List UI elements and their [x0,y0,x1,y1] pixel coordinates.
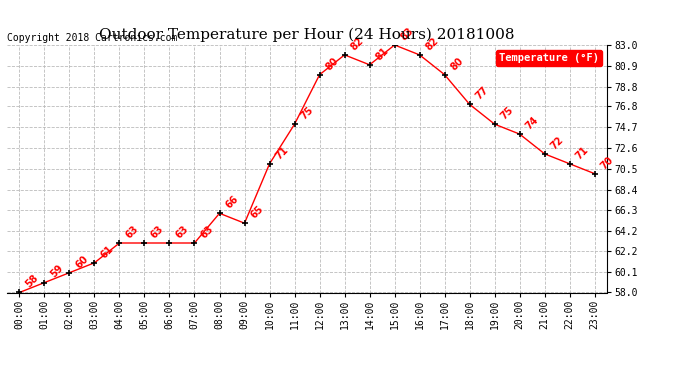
Text: 63: 63 [124,224,140,240]
Text: 65: 65 [248,204,265,220]
Title: Outdoor Temperature per Hour (24 Hours) 20181008: Outdoor Temperature per Hour (24 Hours) … [99,28,515,42]
Text: 82: 82 [348,35,366,52]
Text: 82: 82 [424,35,440,52]
Text: Copyright 2018 Cartronics.com: Copyright 2018 Cartronics.com [7,33,177,42]
Text: 71: 71 [274,144,290,161]
Text: 59: 59 [48,263,65,280]
Text: 81: 81 [374,45,391,62]
Text: 63: 63 [199,224,215,240]
Legend: Temperature (°F): Temperature (°F) [495,50,602,66]
Text: 63: 63 [148,224,165,240]
Text: 70: 70 [599,154,615,171]
Text: 83: 83 [399,26,415,42]
Text: 80: 80 [324,55,340,72]
Text: 58: 58 [23,273,40,290]
Text: 75: 75 [299,105,315,122]
Text: 80: 80 [448,55,466,72]
Text: 66: 66 [224,194,240,210]
Text: 75: 75 [499,105,515,122]
Text: 72: 72 [549,135,565,151]
Text: 77: 77 [474,85,491,102]
Text: 74: 74 [524,115,540,131]
Text: 63: 63 [174,224,190,240]
Text: 71: 71 [574,144,591,161]
Text: 60: 60 [74,253,90,270]
Text: 61: 61 [99,243,115,260]
